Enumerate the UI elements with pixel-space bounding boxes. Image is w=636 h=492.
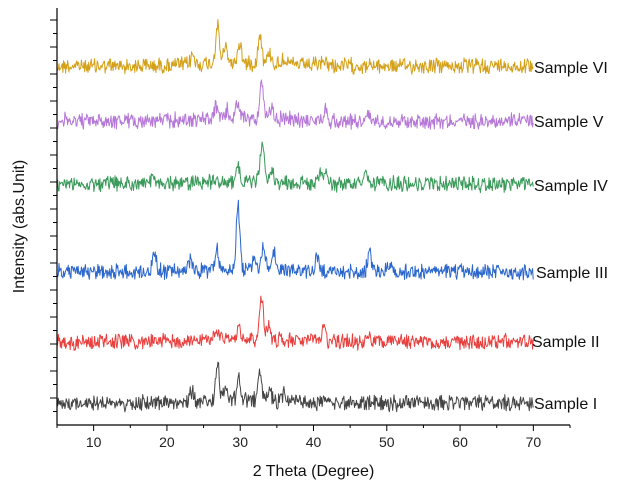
series-label: Sample VI — [534, 60, 608, 77]
series-line-sample-i — [56, 361, 534, 413]
x-ticks-group: 10 20 30 40 50 60 70 — [56, 425, 571, 450]
series-line-sample-ii — [56, 295, 534, 352]
series-label: Sample V — [534, 114, 604, 131]
series-labels-group: Sample VI Sample V Sample IV Sample III Samp… — [532, 60, 608, 413]
series-line-sample-iv — [56, 141, 534, 194]
series-label: Sample I — [534, 396, 597, 413]
x-tick-label: 10 — [86, 434, 102, 450]
x-tick-label: 40 — [306, 434, 322, 450]
series-label: Sample III — [536, 265, 608, 282]
y-ticks-group — [50, 19, 57, 412]
x-tick-label: 30 — [232, 434, 248, 450]
x-tick-label: 70 — [526, 434, 542, 450]
x-tick-label: 20 — [159, 434, 175, 450]
series-line-sample-vi — [56, 19, 534, 75]
series-label: Sample II — [532, 334, 600, 351]
series-line-sample-v — [56, 79, 534, 130]
series-label: Sample IV — [534, 178, 608, 195]
x-tick-label: 50 — [379, 434, 395, 450]
x-tick-label: 60 — [452, 434, 468, 450]
series-line-sample-iii — [56, 199, 534, 281]
x-axis-title: 2 Theta (Degree) — [253, 463, 375, 480]
y-axis-title: Intensity (abs.Unit) — [11, 160, 28, 293]
traces-group — [56, 19, 534, 413]
